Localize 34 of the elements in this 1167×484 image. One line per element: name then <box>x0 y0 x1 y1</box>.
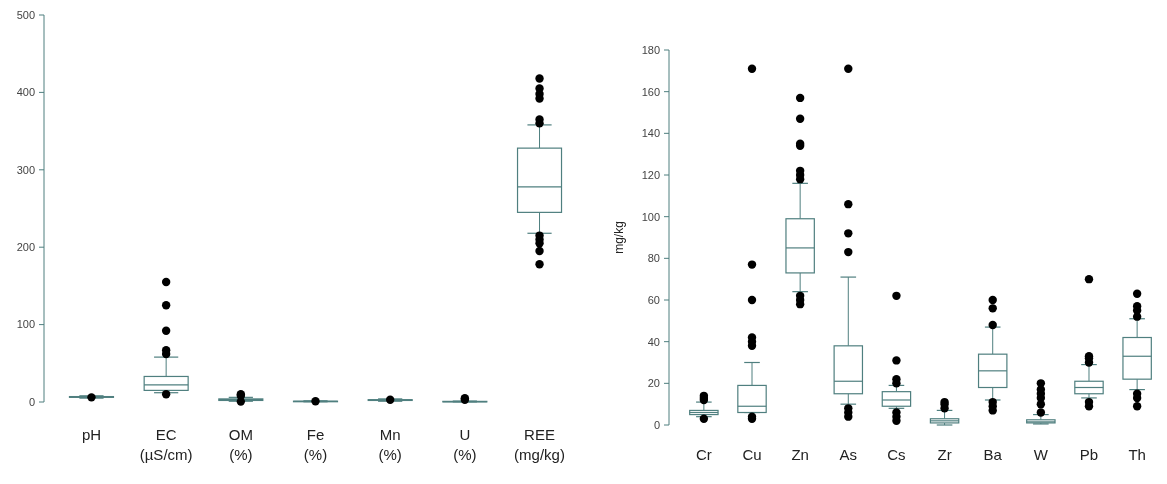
y-tick-label: 100 <box>16 318 35 331</box>
x-tick-label: Cu <box>742 446 762 463</box>
x-tick-label: Ba <box>983 446 1003 463</box>
x-tick-label: OM (%) <box>228 426 253 464</box>
x-tick-label: REE (mg/kg) <box>514 426 565 464</box>
x-tick-label: U (%) <box>453 426 477 464</box>
y-tick-label: 120 <box>641 168 660 181</box>
y-tick-label: 0 <box>28 395 35 408</box>
y-tick-label: 0 <box>653 418 660 431</box>
y-tick-label: 60 <box>647 293 660 306</box>
y-tick-label: 100 <box>641 210 660 223</box>
x-tick-label: W <box>1033 446 1049 463</box>
x-tick-label: Pb <box>1079 446 1099 463</box>
y-tick-label: 80 <box>647 252 660 265</box>
x-tick-label: Fe (%) <box>303 426 328 464</box>
x-tick-label: Cs <box>887 446 906 463</box>
x-tick-label: Th <box>1128 446 1146 463</box>
y-tick-label: 40 <box>647 335 660 348</box>
x-tick-label: Cr <box>695 446 712 463</box>
y-axis-title: mg/kg <box>612 221 626 254</box>
y-tick-label: 20 <box>647 377 660 390</box>
x-tick-label: Mn (%) <box>378 426 402 464</box>
x-tick-label: EC (µS/cm) <box>139 426 193 464</box>
y-tick-label: 500 <box>16 8 35 21</box>
y-tick-label: 300 <box>16 163 35 176</box>
y-tick-label: 160 <box>641 85 660 98</box>
y-tick-label: 200 <box>16 241 35 254</box>
y-tick-label: 400 <box>16 86 35 99</box>
x-tick-label: pH <box>81 426 102 443</box>
x-tick-label: As <box>839 446 858 463</box>
x-tick-label: Zn <box>791 446 809 463</box>
y-tick-label: 180 <box>641 43 660 56</box>
x-tick-label: Zr <box>937 446 952 463</box>
y-tick-label: 140 <box>641 127 660 140</box>
